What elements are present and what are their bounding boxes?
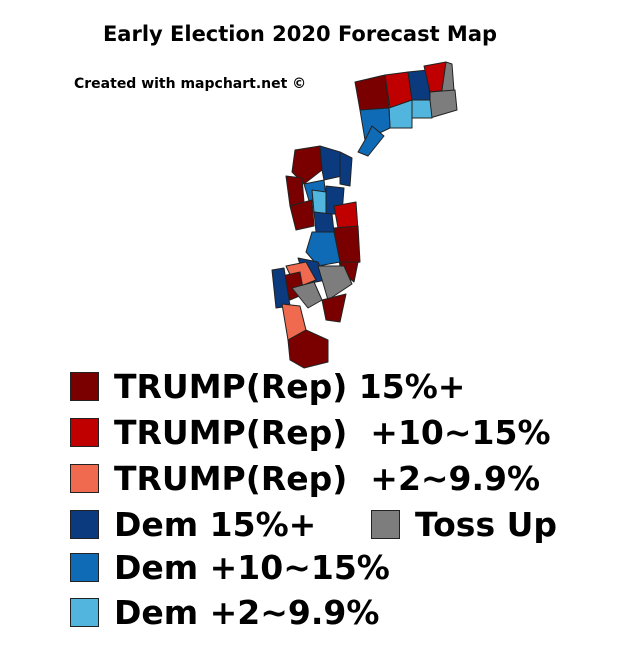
legend-label: Toss Up (415, 505, 557, 544)
legend-label: Dem +2~9.9% (114, 593, 380, 632)
legend-item-trump-2-9-9: TRUMP(Rep) +2~9.9% (70, 462, 540, 495)
county-ct-litchfield-south[interactable] (359, 107, 391, 141)
legend-label: TRUMP(Rep) +2~9.9% (114, 459, 541, 498)
county-nj-bergen[interactable] (339, 151, 353, 187)
county-nj-warren[interactable] (285, 175, 305, 207)
county-nj-salem-west[interactable] (271, 267, 291, 309)
legend-swatch (70, 553, 99, 582)
legend-swatch (70, 464, 99, 493)
county-nj-mercer[interactable] (305, 231, 341, 267)
map-title: Early Election 2020 Forecast Map (102, 22, 498, 46)
county-nj-somerset[interactable] (313, 211, 335, 233)
legend-item-trump-15-plus: TRUMP(Rep) 15%+ (70, 370, 465, 403)
legend-item-dem-10-15: Dem +10~15% (70, 551, 390, 584)
legend-item-dem-2-9-9: Dem +2~9.9% (70, 596, 379, 629)
county-nj-essex[interactable] (311, 189, 327, 215)
legend-label: TRUMP(Rep) +10~15% (114, 413, 551, 452)
legend-swatch (70, 510, 99, 539)
legend-item-trump-10-15: TRUMP(Rep) +10~15% (70, 416, 551, 449)
county-ct-new-london[interactable] (429, 89, 458, 119)
legend-swatch (371, 510, 400, 539)
legend-label: Dem +10~15% (114, 548, 390, 587)
county-nj-hunterdon[interactable] (289, 199, 315, 231)
legend-item-toss-up: Toss Up (371, 508, 557, 541)
legend-swatch (70, 598, 99, 627)
county-nj-monmouth[interactable] (317, 265, 353, 301)
legend-swatch (70, 418, 99, 447)
legend-label: TRUMP(Rep) 15%+ (114, 367, 466, 406)
credit-text: Created with mapchart.net © (74, 76, 307, 92)
county-ct-fairfield[interactable] (357, 125, 385, 157)
county-nj-atlantic[interactable] (287, 329, 329, 369)
county-nj-ocean[interactable] (321, 293, 347, 323)
legend-label: Dem 15%+ (114, 505, 317, 544)
legend-swatch (70, 372, 99, 401)
county-nj-sussex[interactable] (291, 145, 323, 185)
county-nj-passaic[interactable] (319, 145, 343, 181)
legend-item-dem-15-plus: Dem 15%+ (70, 508, 316, 541)
county-ct-middlesex[interactable] (411, 99, 433, 119)
